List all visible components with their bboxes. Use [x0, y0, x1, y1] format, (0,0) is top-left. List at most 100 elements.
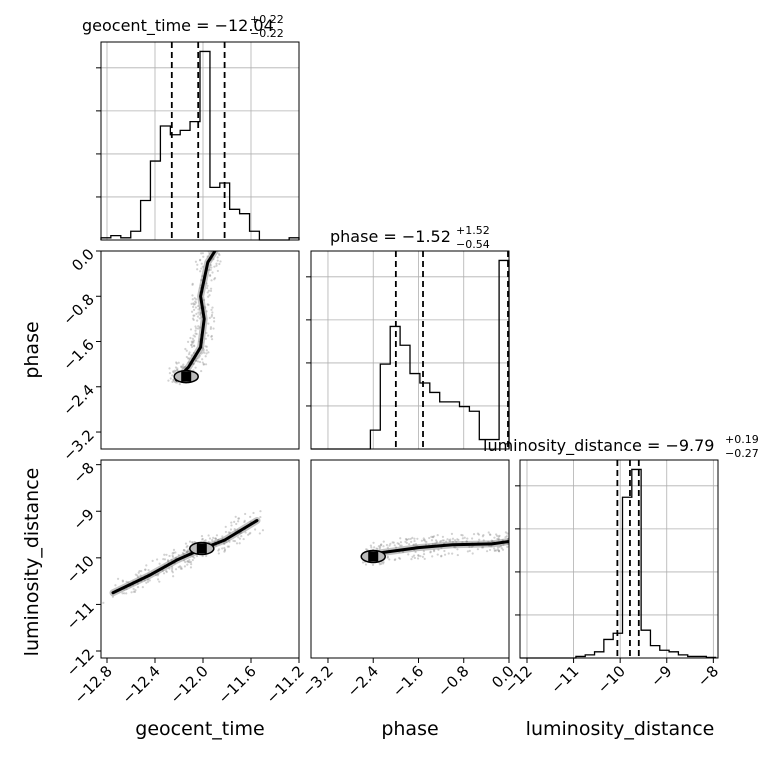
joint-sample-2-82: [412, 554, 416, 557]
joint-sample-0-189: [194, 366, 197, 369]
joint-sample-1-93: [205, 554, 208, 558]
joint-sample-2-116: [407, 553, 410, 556]
joint-sample-1-146: [233, 520, 236, 523]
ytick-label-luminosity-distance-4: −8: [69, 459, 97, 487]
xtick-label-luminosity-distance-1: −11: [547, 662, 582, 697]
joint-sample-1-94: [146, 578, 150, 581]
joint-sample-0-37: [174, 366, 178, 369]
joint-sample-2-91: [365, 548, 368, 551]
joint-sample-0-83: [193, 297, 196, 300]
joint-sample-0-108: [190, 310, 194, 313]
joint-sample-2-4: [495, 549, 498, 552]
joint-sample-1-142: [170, 558, 173, 561]
joint-sample-1-181: [139, 574, 142, 577]
joint-sample-0-64: [198, 317, 201, 320]
joint-sample-2-136: [482, 534, 485, 537]
panel-joint-geocent-time-vs-luminosity-distance: [100, 459, 300, 659]
joint-sample-0-105: [218, 262, 221, 266]
joint-sample-1-127: [195, 554, 199, 558]
joint-sample-1-204: [244, 531, 247, 534]
joint-sample-0-40: [204, 355, 207, 358]
joint-sample-2-111: [423, 557, 426, 560]
joint-sample-1-206: [237, 517, 241, 520]
joint-sample-0-175: [197, 311, 200, 314]
xtick-label-geocent-time-2: −12.0: [167, 662, 212, 707]
joint-sample-1-19: [157, 573, 160, 576]
joint-sample-2-218: [389, 542, 392, 545]
joint-sample-1-7: [191, 540, 194, 544]
joint-sample-1-140: [249, 515, 252, 518]
joint-sample-1-11: [214, 537, 217, 540]
joint-sample-0-258: [189, 328, 193, 331]
joint-sample-0-220: [200, 278, 203, 282]
joint-sample-2-259: [487, 540, 490, 543]
joint-sample-2-232: [396, 542, 399, 545]
joint-sample-2-21: [382, 561, 385, 564]
joint-sample-2-44: [421, 555, 425, 558]
joint-sample-2-153: [386, 556, 389, 559]
joint-sample-1-125: [203, 540, 206, 543]
joint-sample-1-164: [156, 574, 159, 577]
joint-sample-0-172: [190, 354, 193, 357]
joint-sample-1-27: [162, 558, 165, 561]
joint-sample-1-39: [125, 580, 128, 583]
joint-sample-1-167: [224, 525, 227, 528]
joint-sample-1-168: [223, 550, 226, 553]
joint-sample-1-69: [217, 552, 220, 555]
joint-sample-1-119: [145, 581, 148, 584]
xtick-label-geocent-time-1: −12.4: [119, 662, 164, 707]
joint-density-band-0: [173, 251, 219, 384]
joint-sample-0-249: [216, 269, 219, 273]
joint-sample-0-125: [192, 302, 195, 305]
panel-joint-phase-vs-luminosity-distance: [310, 459, 513, 659]
joint-sample-0-114: [211, 311, 214, 314]
joint-sample-1-209: [258, 532, 261, 535]
joint-sample-0-252: [194, 325, 197, 328]
joint-sample-2-92: [373, 546, 376, 549]
joint-sample-0-246: [195, 312, 198, 315]
joint-sample-1-117: [165, 569, 168, 573]
joint-sample-2-26: [432, 535, 436, 538]
joint-sample-0-207: [198, 313, 201, 316]
joint-sample-0-145: [216, 259, 219, 262]
joint-sample-2-234: [399, 537, 402, 540]
joint-sample-2-208: [422, 550, 425, 553]
joint-sample-2-196: [424, 543, 428, 546]
joint-sample-0-164: [208, 316, 211, 320]
joint-sample-2-194: [428, 536, 431, 540]
joint-sample-1-151: [261, 529, 265, 532]
joint-sample-1-227: [187, 560, 190, 564]
joint-sample-1-216: [171, 567, 174, 570]
xlabel-luminosity-distance: luminosity_distance: [526, 718, 715, 740]
joint-sample-2-161: [511, 531, 513, 533]
joint-sample-1-236: [165, 553, 168, 556]
joint-peak-2: [368, 551, 379, 562]
joint-sample-2-110: [378, 546, 382, 549]
joint-sample-0-170: [191, 342, 194, 345]
joint-sample-2-254: [392, 541, 395, 544]
joint-sample-2-138: [382, 540, 385, 543]
joint-sample-2-159: [441, 535, 445, 538]
yticks-phase: −3.2 −2.4 −1.6 −0.8 0.0: [59, 245, 101, 465]
joint-sample-2-109: [437, 548, 440, 551]
joint-sample-0-215: [203, 351, 206, 354]
joint-sample-0-231: [201, 361, 204, 364]
joint-sample-1-145: [191, 541, 194, 545]
joint-sample-2-184: [388, 558, 391, 561]
joint-sample-1-82: [134, 588, 137, 592]
joint-sample-2-134: [443, 553, 447, 556]
joint-sample-0-75: [192, 362, 195, 366]
joint-sample-2-112: [441, 539, 444, 542]
joint-sample-2-133: [506, 545, 509, 548]
joint-sample-0-90: [207, 351, 210, 354]
joint-sample-0-205: [183, 365, 187, 368]
joint-sample-1-141: [201, 537, 204, 541]
joint-sample-0-211: [194, 300, 197, 303]
ylabel-phase: phase: [21, 321, 43, 378]
joint-sample-1-219: [174, 568, 178, 571]
joint-sample-2-132: [404, 540, 407, 543]
joint-sample-2-137: [361, 561, 365, 564]
joint-sample-0-166: [208, 274, 212, 277]
joint-sample-0-235: [195, 327, 198, 330]
joint-sample-0-65: [180, 365, 183, 369]
